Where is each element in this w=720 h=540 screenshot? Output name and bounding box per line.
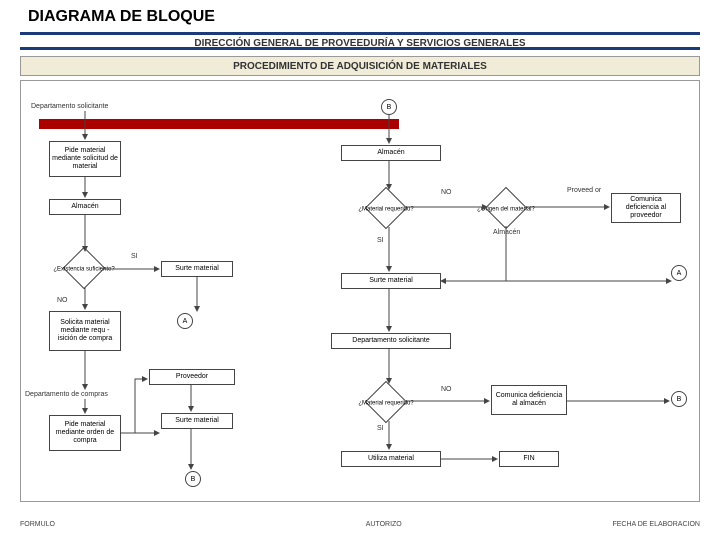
box-fin: FIN	[499, 451, 559, 467]
label-si-1: SI	[377, 237, 384, 244]
box-pide-orden: Pide material mediante orden de compra	[49, 415, 121, 451]
decision-mat-req-2: ¿Material requerido?	[365, 381, 407, 423]
box-comunica-prov: Comunica deficiencia al proveedor	[611, 193, 681, 223]
connector-b-top: B	[381, 99, 397, 115]
box-surte-1: Surte material	[161, 261, 233, 277]
connector-b-right: B	[671, 391, 687, 407]
label-no-2: NO	[57, 297, 68, 304]
footer: FORMULO AUTORIZO FECHA DE ELABORACION	[20, 521, 700, 528]
label-dep-sol: Departamento solicitante	[31, 103, 108, 110]
label-si-2: SI	[131, 253, 138, 260]
decision-mat-req-1: ¿Material requerido?	[365, 187, 407, 229]
box-almacen-1: Almacén	[341, 145, 441, 161]
header-procedimiento: PROCEDIMIENTO DE ADQUISICIÓN DE MATERIAL…	[20, 56, 700, 76]
connector-b-bottom: B	[185, 471, 201, 487]
decision-existencia: ¿Existencia suficiente?	[63, 247, 105, 289]
red-bar	[39, 119, 399, 129]
decision-origen: ¿Origen del material?	[485, 187, 527, 229]
box-dep-sol-2: Departamento solicitante	[331, 333, 451, 349]
footer-autorizo: AUTORIZO	[366, 521, 402, 528]
connector-a-left: A	[177, 313, 193, 329]
connector-a-right: A	[671, 265, 687, 281]
label-almacen-branch: Almacén	[493, 229, 520, 236]
header-direccion: DIRECCIÓN GENERAL DE PROVEEDURÍA Y SERVI…	[20, 32, 700, 50]
label-no-1: NO	[441, 189, 452, 196]
footer-fecha: FECHA DE ELABORACION	[612, 521, 700, 528]
box-proveedor: Proveedor	[149, 369, 235, 385]
box-surte-2: Surte material	[341, 273, 441, 289]
label-proveed-or: Proveed or	[567, 187, 601, 194]
box-comunica-alm: Comunica deficiencia al almacén	[491, 385, 567, 415]
page-title: DIAGRAMA DE BLOQUE	[28, 8, 215, 26]
box-pide-solicitud: Pide material mediante solicitud de mate…	[49, 141, 121, 177]
box-solicita-req: Solicita material mediante requ -isición…	[49, 311, 121, 351]
box-surte-3: Surte material	[161, 413, 233, 429]
label-si-3: SI	[377, 425, 384, 432]
footer-formulo: FORMULO	[20, 521, 55, 528]
arrows-layer	[21, 81, 699, 501]
label-dep-compras: Departamento de compras	[25, 391, 108, 398]
label-no-3: NO	[441, 386, 452, 393]
box-utiliza: Utiliza material	[341, 451, 441, 467]
diagram-frame: Departamento solicitante B Pide material…	[20, 80, 700, 502]
box-almacen-2: Almacén	[49, 199, 121, 215]
